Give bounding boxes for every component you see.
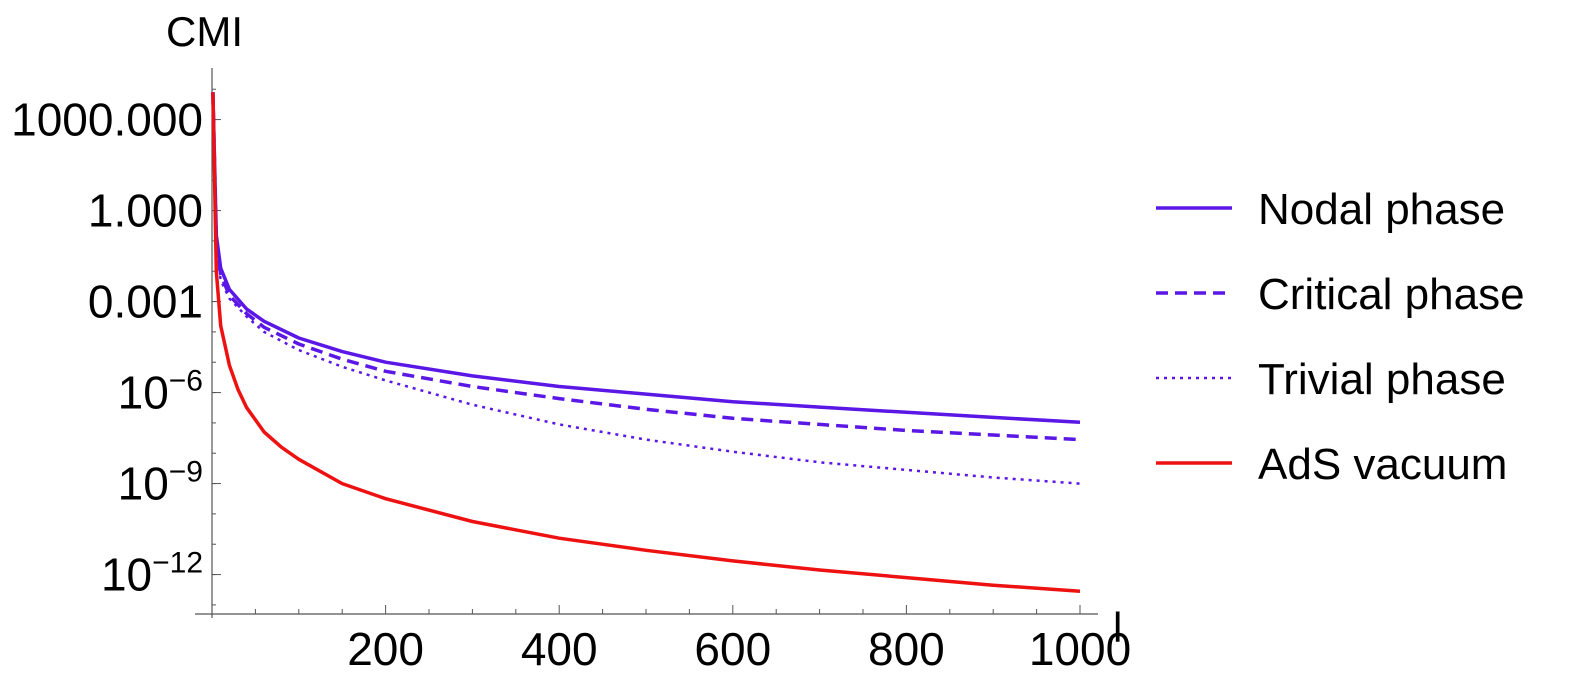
x-tick-label: 1000 xyxy=(1029,623,1131,675)
y-axis-title: CMI xyxy=(166,8,243,55)
series-line-trivial-phase xyxy=(211,92,1081,485)
x-tick-label: 400 xyxy=(521,623,598,675)
series-layer xyxy=(211,92,1081,594)
legend-label: AdS vacuum xyxy=(1258,440,1507,489)
x-axis-title: l xyxy=(1113,604,1122,651)
axes-layer: 200 400 600 800 1000 1000.000 1.000 0.001 10−6 10… xyxy=(11,68,1131,675)
x-tick-label: 800 xyxy=(868,623,945,675)
legend-label: Critical phase xyxy=(1258,270,1525,319)
y-tick-label: 1.000 xyxy=(88,185,203,237)
legend-label: Nodal phase xyxy=(1258,185,1505,234)
x-tick-label: 600 xyxy=(694,623,771,675)
series-line-critical-phase xyxy=(211,92,1081,442)
series-line-nodal-phase xyxy=(211,92,1081,425)
y-tick-label: 10−12 xyxy=(101,547,203,601)
x-tick-label: 200 xyxy=(347,623,424,675)
y-tick-label: 10−6 xyxy=(118,365,203,419)
series-line-ads-vacuum xyxy=(211,92,1081,594)
legend: Nodal phase Critical phase Trivial phase Ad… xyxy=(1156,185,1525,489)
y-tick-label: 1000.000 xyxy=(11,94,203,146)
legend-label: Trivial phase xyxy=(1258,355,1506,404)
y-tick-label: 10−9 xyxy=(118,456,203,510)
y-tick-label: 0.001 xyxy=(88,276,203,328)
